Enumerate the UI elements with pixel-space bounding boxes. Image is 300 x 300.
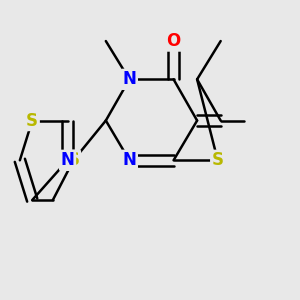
Text: S: S (212, 151, 224, 169)
Text: N: N (122, 70, 136, 88)
Text: O: O (167, 32, 181, 50)
Text: S: S (26, 112, 38, 130)
Text: N: N (61, 151, 74, 169)
Text: N: N (122, 151, 136, 169)
Text: S: S (68, 151, 80, 169)
